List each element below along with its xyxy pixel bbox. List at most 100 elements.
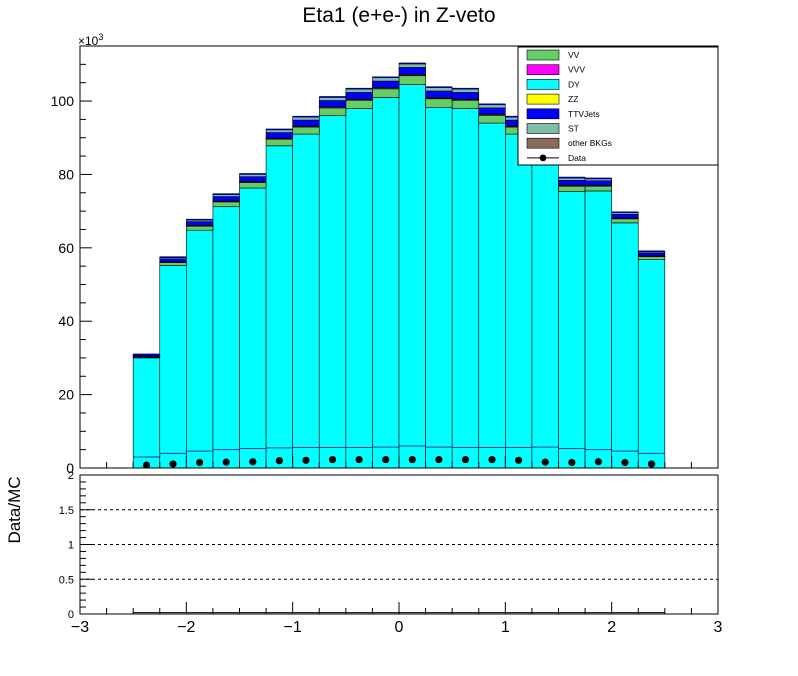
ratio-x-tick-label-2: 2	[607, 619, 616, 636]
y-tick-label-60: 60	[58, 240, 74, 256]
y-tick-label-80: 80	[58, 166, 74, 182]
bar-DY-3	[212, 206, 240, 469]
bar-ST-8	[345, 88, 373, 93]
ratio-y-tick-label: 1.5	[59, 505, 74, 517]
data-point-11	[435, 455, 443, 464]
data-point-5	[275, 457, 283, 465]
bar-DY-18	[611, 222, 639, 469]
ratio-y-tick-label: 0.5	[59, 574, 74, 586]
bar-VV-13	[478, 114, 506, 124]
data-point-18	[621, 458, 629, 467]
data-point-1	[169, 460, 177, 468]
bar-DY-8	[345, 108, 373, 469]
bar-TTVJets-11	[425, 90, 453, 98]
bar-DY-1	[159, 265, 187, 469]
data-point-0	[142, 461, 151, 469]
low-stat-line	[133, 445, 665, 458]
y-tick-label-0: 0	[66, 460, 74, 476]
bar-TTVJets-12	[451, 92, 480, 100]
legend-swatch-DY	[526, 79, 560, 90]
legend-swatch-VVV	[526, 64, 560, 75]
ratio-x-tick-label-1: 1	[501, 619, 510, 636]
ratio-x-tick-label--1: −1	[284, 619, 302, 636]
data-point-10	[408, 455, 416, 464]
legend-swatch-VV	[526, 49, 560, 61]
legend-label-other-BKGs: other BKGs	[568, 138, 612, 148]
chart-title: Eta1 (e+e-) in Z-veto	[302, 4, 496, 27]
bar-VV-16	[558, 185, 586, 192]
bar-TTVJets-8	[345, 92, 373, 100]
y-tick-label-40: 40	[58, 313, 74, 329]
bar-TTVJets-10	[398, 67, 426, 75]
data-point-14	[515, 456, 523, 464]
data-point-3	[222, 458, 230, 466]
bar-VV-5	[265, 138, 293, 147]
bar-DY-15	[531, 141, 559, 469]
ratio-y-tick-label: 2	[68, 470, 74, 482]
bar-TTVJets-7	[318, 100, 347, 108]
legend-label-TTVJets: TTVJets	[568, 109, 600, 119]
main-x-axis	[79, 456, 719, 468]
bar-DY-12	[451, 108, 480, 469]
data-point-8	[355, 455, 363, 464]
ratio-x-tick-label--2: −2	[177, 619, 195, 636]
legend-data-marker	[539, 154, 547, 162]
y-tick-label-20: 20	[58, 387, 74, 403]
ratio-x-tick-label--3: −3	[71, 619, 89, 636]
bar-ST-11	[425, 87, 453, 92]
bar-DY-17	[584, 190, 612, 469]
bar-VV-7	[318, 107, 347, 117]
data-point-19	[647, 460, 656, 468]
bar-VV-3	[212, 201, 240, 208]
stack-bars	[132, 62, 666, 469]
bar-DY-13	[478, 122, 506, 469]
bar-DY-5	[265, 145, 293, 469]
data-point-9	[382, 455, 390, 464]
legend-label-ST: ST	[568, 124, 579, 134]
bar-TTVJets-16	[558, 180, 586, 186]
bar-VV-8	[345, 99, 373, 109]
bar-ST-7	[318, 96, 347, 101]
bar-TTVJets-19	[637, 252, 666, 257]
bar-VV-10	[398, 75, 426, 85]
bar-ST-10	[398, 63, 426, 68]
bar-DY-14	[505, 133, 533, 469]
bar-TTVJets-17	[584, 180, 612, 186]
bar-DY-7	[318, 115, 347, 469]
legend-swatch-ZZ	[526, 93, 560, 105]
ratio-y-tick-label: 1	[68, 540, 74, 552]
main-y-axis: 0 20 40 60 80 100	[51, 45, 92, 476]
data-point-4	[249, 458, 257, 466]
bar-TTVJets-18	[611, 214, 639, 219]
legend-label-VV: VV	[568, 50, 580, 60]
bar-ST-12	[451, 88, 480, 93]
data-point-17	[594, 458, 602, 466]
ratio-x-tick-label-0: 0	[395, 619, 404, 636]
ratio-x-axis: −3 −2 −1 0 1 2 3	[71, 602, 723, 636]
bar-VV-4	[239, 181, 267, 189]
bar-TTVJets-1	[159, 258, 187, 263]
legend-label-ZZ: ZZ	[568, 94, 578, 104]
bar-TTVJets-3	[212, 196, 240, 202]
bar-DY-11	[425, 106, 453, 469]
legend-label-Data: Data	[568, 153, 586, 163]
bar-TTVJets-5	[265, 132, 293, 139]
bar-TTVJets-4	[239, 176, 267, 182]
legend-swatch-other-BKGs	[526, 137, 560, 149]
data-point-13	[488, 455, 496, 464]
bar-TTVJets-13	[478, 107, 506, 115]
bar-DY-16	[558, 191, 586, 469]
y-exponent-label: ×103	[78, 32, 104, 48]
bar-DY-0	[132, 357, 161, 469]
legend-swatch-TTVJets	[526, 108, 560, 120]
bar-DY-2	[186, 229, 214, 469]
bar-VV-9	[372, 88, 400, 98]
bar-DY-19	[637, 259, 666, 469]
bar-VV-12	[451, 99, 480, 109]
data-point-7	[328, 455, 337, 464]
data-point-6	[302, 456, 310, 464]
bar-DY-9	[372, 97, 400, 469]
data-point-12	[461, 455, 470, 464]
legend-label-VVV: VVV	[568, 65, 585, 75]
